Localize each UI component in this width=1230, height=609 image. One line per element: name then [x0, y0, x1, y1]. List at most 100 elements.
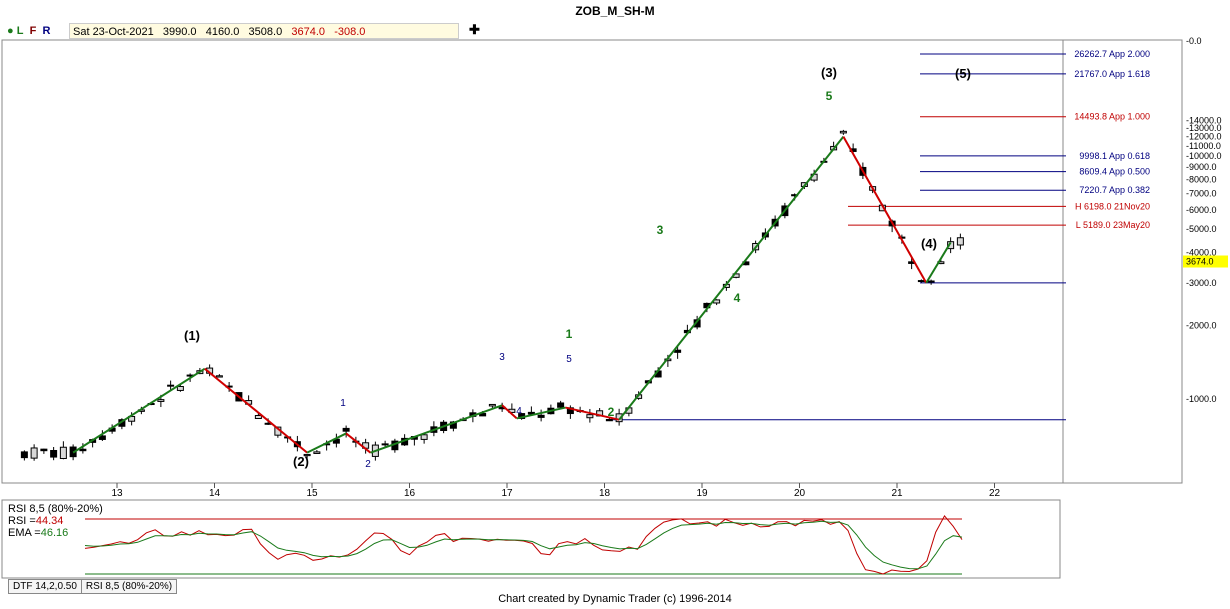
level-label: 21767.0 App 1.618	[1074, 69, 1150, 79]
price-panel-frame	[1, 39, 1183, 484]
flag-r[interactable]: R	[42, 25, 51, 37]
price-tick-label: -11000.0	[1186, 141, 1221, 151]
price-tick-label: -13000.0	[1186, 123, 1222, 133]
candle-body	[254, 414, 262, 419]
rsi-value: 44.34	[35, 515, 64, 527]
quote-box: Sat 23-Oct-2021 3990.0 4160.0 3508.0 367…	[69, 23, 459, 39]
level-label: 14493.8 App 1.000	[1074, 112, 1150, 122]
x-axis: 13 14 15 16 17 18 19 20 21 22	[111, 483, 1000, 499]
last-price-marker	[1183, 255, 1228, 268]
rsi-label: RSI =	[8, 515, 36, 527]
swing-segment	[501, 404, 518, 420]
price-tick-label: -4000.0	[1186, 248, 1217, 258]
rsi-panel-frame	[1, 499, 1061, 579]
quote-low: 3508.0	[248, 26, 283, 38]
wave-label: 1	[340, 398, 346, 409]
wave-label: (5)	[955, 66, 971, 81]
swing-segment	[618, 136, 845, 421]
flag-f[interactable]: F	[29, 25, 37, 37]
flag-toggles[interactable]: ● L F R	[7, 23, 50, 39]
x-tick-label: 15	[306, 488, 318, 499]
price-tick-label: -12000.0	[1186, 132, 1222, 142]
add-plus-icon[interactable]: ✚	[469, 22, 480, 37]
candle-body	[586, 414, 594, 419]
candle-body	[420, 434, 428, 440]
x-tick-label: 21	[891, 488, 903, 499]
flag-l[interactable]: L	[16, 25, 24, 37]
x-tick-label: 13	[111, 488, 123, 499]
tab-rsi[interactable]: RSI 8,5 (80%-20%)	[80, 579, 178, 594]
level-label: 26262.7 App 2.000	[1074, 49, 1150, 59]
candle-body	[40, 448, 48, 452]
wave-label: 2	[365, 459, 371, 470]
chart-title: ZOB_M_SH-M	[575, 4, 655, 18]
candle-body	[167, 384, 175, 387]
level-label: 9998.1 App 0.618	[1079, 151, 1150, 161]
candle-body	[176, 385, 184, 391]
x-tick-label: 17	[501, 488, 513, 499]
wave-label: (1)	[184, 328, 200, 343]
price-tick-label: -10000.0	[1186, 151, 1222, 161]
swing-segment	[370, 404, 503, 454]
level-lines: 26262.7 App 2.000 21767.0 App 1.618 14493.…	[612, 49, 1150, 421]
level-label: L 5189.0 23May20	[1076, 220, 1150, 230]
price-axis: -14000.0-13000.0-12000.0-11000.0-10000.0…	[1183, 36, 1228, 404]
wave-label: 1	[566, 327, 573, 341]
candle-body	[313, 451, 321, 454]
price-tick-label: -5000.0	[1186, 224, 1217, 234]
last-price-label: 3674.0	[1186, 257, 1214, 267]
candle-body	[59, 446, 67, 460]
quote-change: -308.0	[334, 26, 366, 38]
info-bar: ● L F R Sat 23-Oct-2021 3990.0 4160.0 35…	[3, 22, 1227, 39]
swing-segment	[925, 241, 952, 284]
indicator-tabs: DTF 14,2,0.50 RSI 8,5 (80%-20%)	[8, 579, 178, 594]
candle-body	[557, 402, 565, 408]
candle-body	[342, 427, 350, 432]
swing-segment	[204, 367, 308, 454]
candle-body	[615, 413, 623, 423]
candle-body	[157, 399, 165, 402]
status-dot-icon: ●	[7, 25, 14, 37]
x-tick-label: 20	[794, 488, 806, 499]
candle-body	[479, 413, 487, 417]
candle-body	[79, 448, 87, 452]
wave-labels: (1) (2) (3) (4) (5) 1 2 3 4 5 1 2 3 4 5	[184, 65, 971, 470]
wave-label: 5	[826, 89, 833, 103]
candle-body	[839, 130, 847, 134]
candle-body	[927, 280, 935, 283]
candle-body	[605, 418, 613, 422]
price-tick-label: -1000.0	[1186, 394, 1217, 404]
tab-dtf[interactable]: DTF 14,2,0.50	[8, 579, 82, 594]
candle-body	[381, 443, 389, 446]
level-label: 8609.4 App 0.500	[1079, 167, 1150, 177]
swing-segment	[842, 136, 928, 284]
price-tick-label: -14000.0	[1186, 115, 1222, 125]
level-label: 7220.7 App 0.382	[1079, 185, 1150, 195]
candle-body	[537, 414, 545, 418]
quote-date: Sat 23-Oct-2021	[73, 26, 154, 38]
wave-label: (4)	[921, 236, 937, 251]
ema-line	[84, 520, 963, 570]
quote-close: 3674.0	[291, 26, 326, 38]
quote-open: 3990.0	[162, 26, 197, 38]
wave-label: (2)	[293, 454, 309, 469]
ema-label: EMA =	[8, 527, 41, 539]
candle-body	[956, 237, 964, 246]
swing-segment	[306, 432, 347, 454]
price-tick-label: -2000.0	[1186, 321, 1217, 331]
wave-label: 5	[566, 354, 572, 365]
candle-body	[527, 411, 535, 415]
candle-body	[488, 403, 496, 407]
ema-value: 46.16	[40, 527, 69, 539]
candle-body	[917, 280, 925, 283]
x-tick-label: 14	[209, 488, 221, 499]
level-label: H 6198.0 21Nov20	[1075, 201, 1150, 211]
price-tick-label: -3000.0	[1186, 278, 1217, 288]
swing-lines	[72, 136, 952, 454]
wave-label: 3	[499, 352, 505, 363]
rsi-line	[84, 515, 963, 575]
x-tick-label: 16	[404, 488, 416, 499]
swing-segment	[345, 432, 372, 454]
wave-label: 4	[516, 406, 522, 417]
